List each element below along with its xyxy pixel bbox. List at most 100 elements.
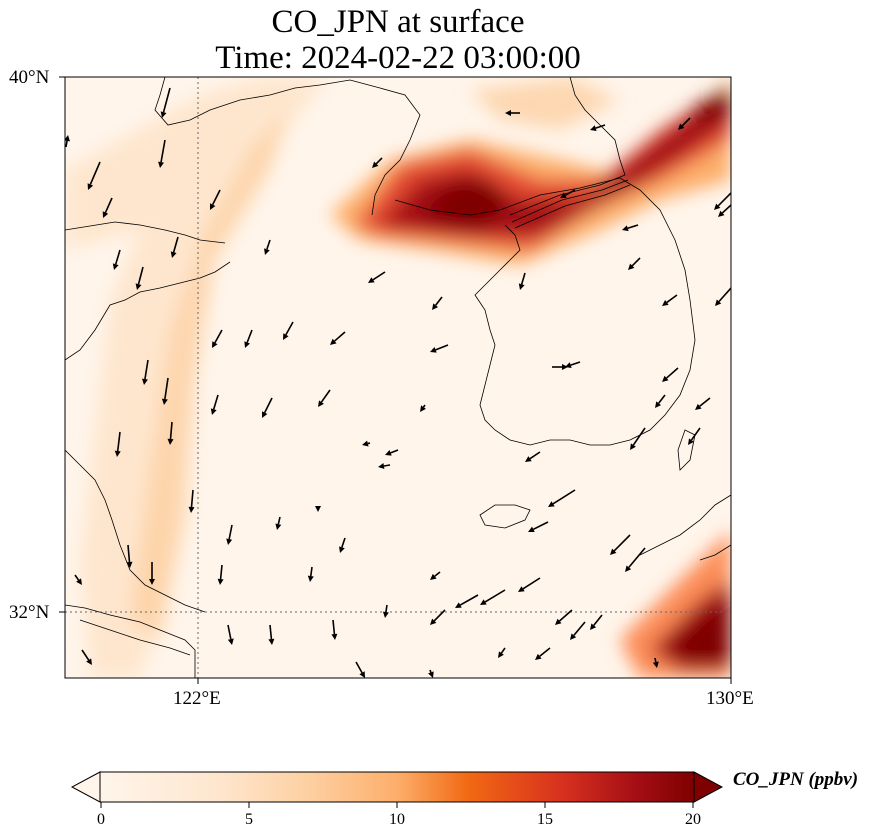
wind-arrow-head: [112, 263, 119, 270]
wind-arrow-shaft: [570, 361, 581, 366]
wind-arrow-head: [382, 611, 389, 618]
wind-arrow-head: [590, 623, 597, 630]
wind-arrow-shaft: [127, 544, 131, 563]
wind-arrow-head: [385, 450, 392, 456]
colorbar-gradient: [100, 772, 694, 802]
wind-arrow-shaft: [65, 140, 68, 148]
wind-arrow-shaft: [573, 621, 586, 636]
wind-arrow-head: [368, 277, 375, 283]
wind-arrow-head: [498, 651, 504, 658]
wind-arrow-head: [160, 111, 167, 118]
wind-arrow-head: [359, 671, 365, 678]
wind-arrow-shaft: [520, 272, 526, 285]
wind-arrow-shaft: [266, 239, 271, 250]
wind-arrow-shaft: [104, 197, 113, 213]
wind-arrow-head: [428, 671, 434, 678]
colorbar-max-extension: [693, 771, 724, 803]
wind-arrow-head: [227, 638, 234, 645]
wind-arrow-shaft: [429, 669, 432, 673]
wind-arrow-head: [76, 578, 82, 585]
wind-arrow-shaft: [533, 521, 549, 531]
lon-label-130e: 130°E: [706, 688, 754, 709]
colorbar: [70, 771, 724, 808]
wind-arrow-head: [126, 561, 133, 568]
wind-arrow-shaft: [334, 331, 346, 342]
wind-arrow-shaft: [269, 624, 273, 640]
wind-arrow-head: [86, 658, 92, 665]
wind-arrow-shaft: [114, 249, 121, 265]
wind-arrow-head: [315, 506, 321, 512]
wind-arrow-shaft: [367, 442, 371, 445]
wind-arrow-shaft: [227, 624, 232, 640]
wind-arrow-head: [170, 251, 177, 258]
wind-arrow-head: [420, 405, 426, 412]
wind-arrow-head: [188, 506, 195, 513]
wind-arrow-head: [518, 283, 525, 290]
wind-arrow-head: [378, 463, 385, 469]
coastlines: [65, 77, 731, 678]
wind-arrow-head: [87, 183, 94, 190]
co-concentration-field: [65, 77, 731, 678]
wind-arrow-shaft: [160, 139, 166, 163]
wind-arrow-head: [688, 438, 694, 445]
wind-arrow-shaft: [721, 204, 731, 214]
colorbar-min-extension: [70, 771, 101, 803]
wind-arrow-shaft: [665, 367, 679, 379]
wind-arrow-head: [330, 338, 337, 345]
wind-arrow-head: [268, 638, 275, 645]
wind-arrow-head: [167, 438, 174, 445]
wind-arrow-head: [662, 375, 669, 382]
wind-arrow-shaft: [355, 661, 363, 674]
wind-arrow-shaft: [632, 427, 646, 446]
wind-arrow-shaft: [717, 192, 731, 207]
map-frame: [64, 76, 732, 679]
wind-arrow-head: [695, 403, 702, 410]
wind-arrow-shaft: [459, 594, 479, 606]
wind-arrow-shaft: [116, 431, 121, 452]
wind-arrow-head: [212, 341, 218, 348]
wind-arrow-shaft: [137, 266, 144, 285]
wind-arrow-shaft: [81, 649, 90, 661]
wind-arrow-head: [244, 341, 250, 348]
wind-arrow-shaft: [263, 397, 273, 413]
wind-arrow-head: [535, 653, 542, 660]
wind-arrow-shaft: [246, 329, 253, 343]
lon-label-122e: 122°E: [173, 688, 221, 709]
wind-arrow-shaft: [666, 294, 678, 304]
wind-arrow-head: [210, 203, 216, 210]
wind-arrow-head: [562, 364, 568, 370]
wind-arrow-shaft: [627, 224, 639, 229]
wind-arrow-shaft: [383, 464, 391, 467]
wind-arrow-shaft: [390, 449, 399, 454]
wind-arrow-shaft: [628, 547, 646, 568]
wind-arrow-shaft: [654, 657, 657, 663]
wind-arrow-shaft: [144, 359, 149, 380]
wind-vectors: [65, 87, 731, 678]
wind-arrow-head: [652, 661, 659, 668]
wind-arrow-shaft: [558, 609, 573, 622]
wind-arrow-shaft: [552, 489, 576, 505]
wind-arrow-head: [570, 633, 577, 640]
colorbar-tick-label: 20: [685, 811, 701, 828]
wind-arrow-shaft: [434, 571, 441, 577]
wind-arrow-shaft: [285, 321, 294, 336]
wind-arrow-head: [625, 565, 632, 572]
wind-arrow-head: [630, 443, 636, 450]
wind-arrow-shaft: [631, 257, 641, 267]
wind-arrow-shaft: [162, 87, 171, 113]
wind-arrow-shaft: [169, 421, 173, 440]
wind-arrow-head: [114, 450, 121, 457]
lat-label-32n: 32°N: [9, 602, 50, 623]
lat-label-40n: 40°N: [9, 67, 50, 88]
wind-arrow-shaft: [228, 524, 233, 540]
colorbar-tick-label: 0: [97, 811, 105, 828]
wind-arrow-head: [275, 523, 282, 530]
wind-arrow-shaft: [372, 271, 386, 281]
wind-arrow-head: [135, 283, 142, 290]
colorbar-tick-label: 15: [537, 811, 553, 828]
wind-arrow-shaft: [595, 124, 606, 129]
wind-arrow-head: [610, 548, 617, 555]
wind-arrow-shaft: [74, 574, 80, 581]
wind-arrow-head: [715, 299, 722, 306]
